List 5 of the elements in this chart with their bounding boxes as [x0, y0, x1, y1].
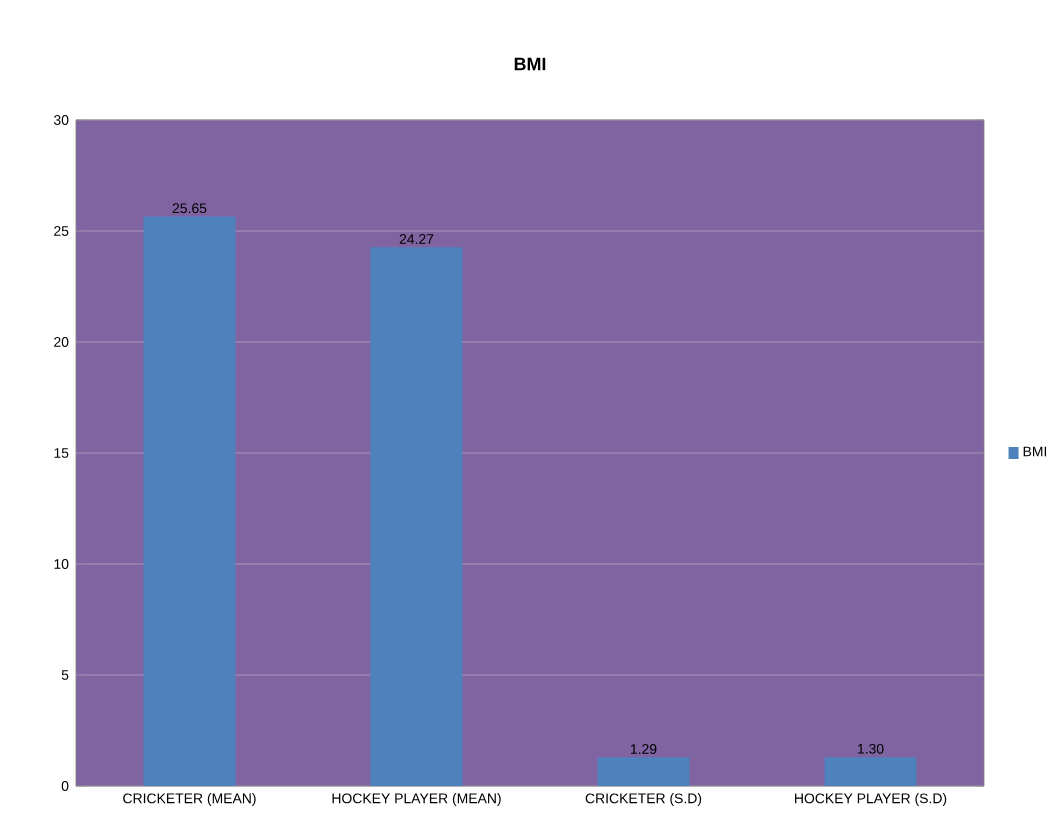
bar: [143, 216, 236, 786]
bar: [370, 247, 463, 786]
bar: [824, 757, 917, 786]
chart-title: BMI: [514, 57, 546, 71]
bar: [597, 757, 690, 786]
